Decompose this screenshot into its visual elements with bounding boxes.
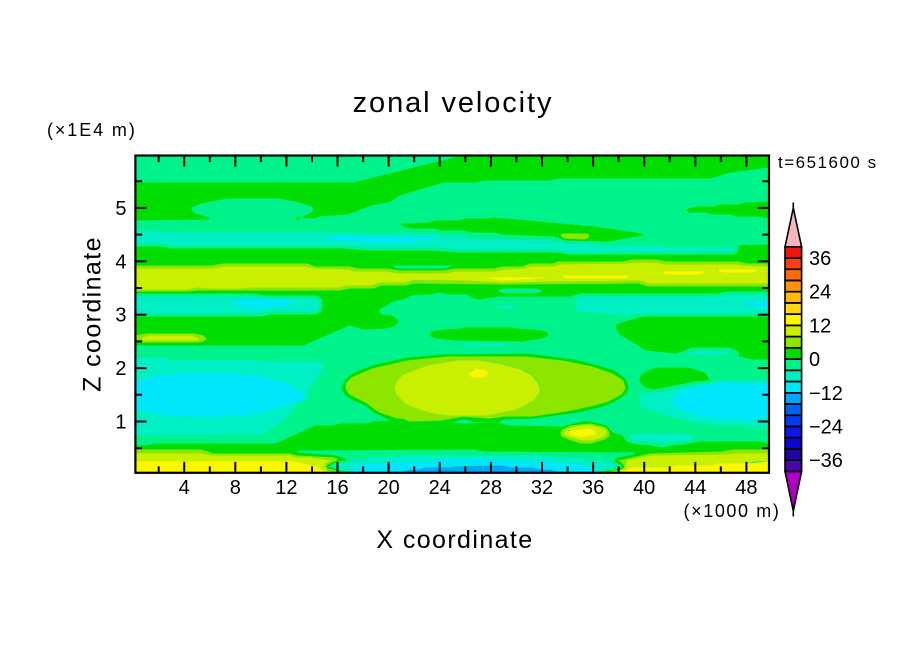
svg-text:3: 3 (115, 305, 126, 327)
svg-text:24: 24 (429, 477, 451, 499)
svg-text:4: 4 (115, 251, 126, 273)
svg-text:X coordinate: X coordinate (376, 526, 533, 554)
svg-text:Z coordinate: Z coordinate (79, 236, 107, 392)
svg-text:0: 0 (809, 349, 820, 371)
svg-text:48: 48 (735, 477, 757, 499)
svg-text:16: 16 (326, 477, 348, 499)
svg-text:1: 1 (115, 412, 126, 434)
svg-text:t=651600 s: t=651600 s (778, 153, 878, 172)
svg-text:28: 28 (480, 477, 502, 499)
svg-text:zonal velocity: zonal velocity (353, 87, 554, 119)
svg-text:12: 12 (809, 315, 831, 337)
svg-text:−24: −24 (809, 417, 843, 439)
svg-text:2: 2 (115, 358, 126, 380)
svg-text:5: 5 (115, 198, 126, 220)
svg-text:4: 4 (179, 477, 190, 499)
svg-text:−12: −12 (809, 383, 843, 405)
svg-text:−36: −36 (809, 450, 843, 472)
svg-text:20: 20 (377, 477, 399, 499)
svg-text:44: 44 (684, 477, 706, 499)
svg-text:24: 24 (809, 282, 831, 304)
svg-text:32: 32 (531, 477, 553, 499)
svg-text:36: 36 (582, 477, 604, 499)
svg-text:40: 40 (633, 477, 655, 499)
svg-text:12: 12 (275, 477, 297, 499)
svg-text:(×1000 m): (×1000 m) (684, 501, 781, 521)
svg-text:(×1E4 m): (×1E4 m) (47, 120, 137, 140)
svg-text:36: 36 (809, 248, 831, 270)
svg-text:8: 8 (230, 477, 241, 499)
